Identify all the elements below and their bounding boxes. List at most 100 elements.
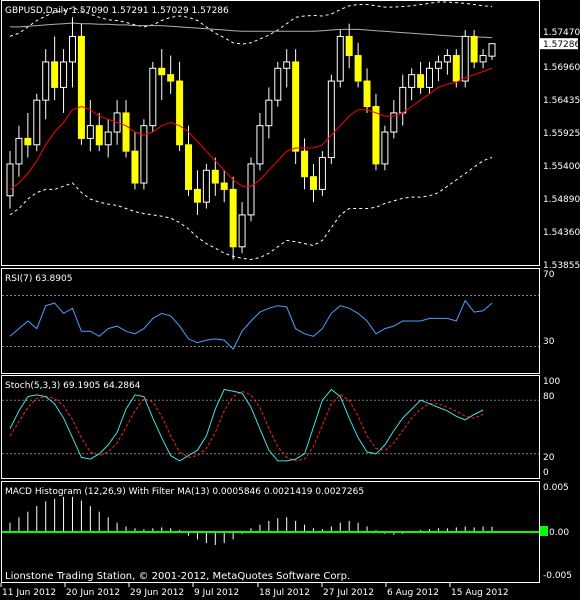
current-price-tag: 1.57286 [540, 38, 580, 50]
candle-body [417, 74, 425, 88]
price-label: 1.55400 [543, 162, 580, 172]
candle-body [104, 131, 112, 146]
candle-body [461, 35, 469, 82]
candle-body [479, 55, 487, 63]
macd-level-label: 0.005 [543, 483, 569, 493]
time-axis: 11 Jun 2012 20 Jun 2012 29 Jun 2012 9 Ju… [0, 583, 509, 598]
stoch-level-label: 100 [543, 377, 560, 387]
candle-body [68, 35, 76, 63]
rsi-level-label: 30 [543, 337, 555, 347]
candle-body [193, 188, 201, 203]
candle-body [390, 112, 398, 133]
rsi-line [9, 299, 493, 350]
candle-body [256, 125, 264, 165]
date-label: 11 Jun 2012 [2, 588, 56, 598]
price-label: 1.53855 [543, 261, 580, 271]
candle-body [176, 80, 184, 146]
stoch-pane[interactable]: Stoch(5,3,3) 69.1905 64.2864 100 80 20 0 [1, 375, 561, 479]
candle-body [122, 112, 130, 152]
date-label: 20 Jun 2012 [66, 588, 120, 598]
candle-body [6, 163, 14, 197]
date-label: 18 Jul 2012 [259, 588, 310, 598]
candle-body [452, 55, 460, 82]
candle-body [274, 67, 282, 101]
candle-body [381, 131, 389, 165]
candle-body [265, 99, 273, 127]
main-title: GBPUSD,Daily 1.57090 1.57291 1.57029 1.5… [5, 6, 229, 16]
rsi-marks-layer [2, 295, 539, 350]
macd-title: MACD Histogram (12,26,9) With Filter MA(… [5, 487, 364, 497]
price-label: 1.54890 [543, 195, 580, 205]
candle-body [211, 169, 219, 184]
moving-average-red-line [9, 67, 493, 190]
rsi-title: RSI(7) 63.8905 [5, 274, 72, 284]
main-marks-layer [6, 1, 496, 261]
bollinger-lower-line [9, 157, 493, 261]
stoch-level-label: 20 [543, 453, 555, 463]
candle-body [247, 163, 255, 216]
candle-body [318, 157, 326, 190]
candle-body [202, 169, 210, 203]
rsi-level-label: 70 [543, 270, 555, 280]
price-label: 1.57470 [543, 28, 580, 38]
candle-body [426, 67, 434, 88]
candle-body [488, 43, 496, 57]
candle-body [372, 106, 380, 165]
candle-body [301, 150, 309, 178]
candle-body [131, 150, 139, 184]
candle-body [327, 80, 335, 159]
candle-body [33, 99, 41, 146]
candle-body [185, 144, 193, 190]
rsi-pane-frame [1, 268, 540, 374]
candle-body [220, 182, 228, 190]
candle-body [408, 74, 416, 88]
copyright-text: Lionstone Trading Station, © 2001-2012, … [5, 571, 350, 582]
candle-body [292, 61, 300, 152]
candle-body [140, 125, 148, 184]
macd-pane-frame [1, 481, 540, 583]
candle-body [238, 214, 246, 248]
candle-body [60, 61, 68, 88]
moving-average-gray-line [10, 22, 493, 39]
candle-body [470, 35, 478, 63]
date-label: 27 Jul 2012 [323, 588, 374, 598]
stoch-marks-layer [2, 388, 539, 462]
macd-level-label: -0.005 [543, 571, 572, 581]
date-label: 15 Aug 2012 [451, 588, 509, 598]
candle-body [86, 125, 94, 139]
price-label: 1.56435 [543, 96, 580, 106]
candle-body [95, 125, 103, 146]
candle-body [283, 61, 291, 69]
current-price-text: 1.57286 [543, 40, 580, 50]
macd-zero-tag [540, 526, 548, 536]
stoch-level-label: 0 [543, 468, 549, 478]
stoch-main-line [9, 388, 484, 462]
macd-pane[interactable]: MACD Histogram (12,26,9) With Filter MA(… [1, 481, 573, 583]
main-pane-frame [1, 0, 540, 266]
candle-body [42, 61, 50, 101]
candle-body [345, 35, 353, 57]
candle-body [309, 176, 317, 190]
price-label: 1.55925 [543, 129, 580, 139]
macd-marks-layer [2, 496, 539, 545]
price-label: 1.56960 [543, 63, 580, 73]
bollinger-upper-line [9, 1, 493, 45]
candle-body [77, 35, 85, 139]
stoch-title: Stoch(5,3,3) 69.1905 64.2864 [5, 381, 141, 391]
stoch-level-label: 80 [543, 392, 555, 402]
current-price-box [540, 38, 578, 50]
candle-body [24, 137, 32, 146]
rsi-pane[interactable]: RSI(7) 63.8905 70 30 [1, 268, 555, 374]
candle-body [15, 137, 23, 165]
main-price-pane[interactable]: GBPUSD,Daily 1.57090 1.57291 1.57029 1.5… [1, 0, 580, 272]
candle-body [51, 61, 59, 88]
stoch-pane-frame [1, 375, 540, 479]
candle-body [434, 61, 442, 69]
date-label: 9 Jul 2012 [194, 588, 239, 598]
price-axis: 1.57470 1.56960 1.56435 1.55925 1.55400 … [543, 28, 580, 271]
candle-body [354, 55, 362, 82]
candle-body [399, 86, 407, 114]
candle-body [229, 188, 237, 248]
